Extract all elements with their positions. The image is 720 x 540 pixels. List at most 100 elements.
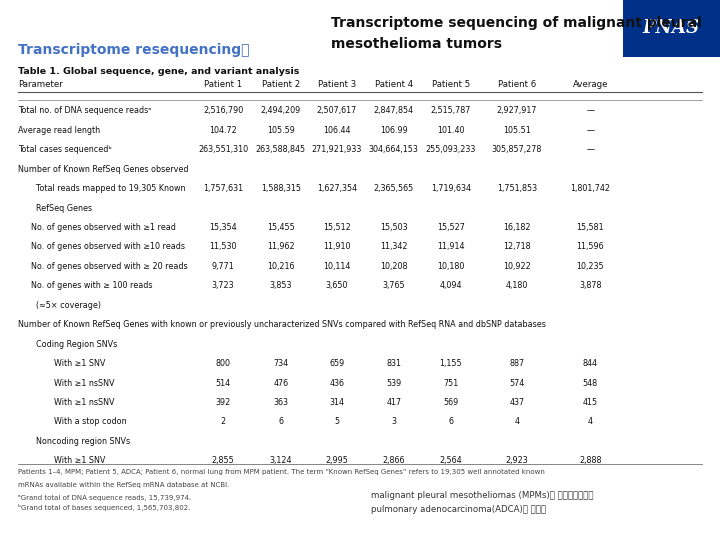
- Text: Patients 1–4, MPM; Patient 5, ADCA; Patient 6, normal lung from MPM patient. The: Patients 1–4, MPM; Patient 5, ADCA; Pati…: [18, 469, 545, 475]
- Text: Patient 2: Patient 2: [261, 80, 300, 89]
- Text: 2: 2: [220, 417, 226, 427]
- Text: Total cases sequencedᵇ: Total cases sequencedᵇ: [18, 145, 112, 154]
- Text: mRNAs available within the RefSeq mRNA database at NCBI.: mRNAs available within the RefSeq mRNA d…: [18, 482, 230, 488]
- Text: Table 1. Global sequence, gene, and variant analysis: Table 1. Global sequence, gene, and vari…: [18, 66, 300, 76]
- Text: 16,182: 16,182: [503, 223, 531, 232]
- Text: Total no. of DNA sequence readsᵃ: Total no. of DNA sequence readsᵃ: [18, 106, 151, 116]
- Text: 392: 392: [215, 398, 231, 407]
- Text: 476: 476: [273, 379, 289, 388]
- Text: 15,581: 15,581: [577, 223, 604, 232]
- Text: Coding Region SNVs: Coding Region SNVs: [31, 340, 117, 349]
- Text: No. of genes observed with ≥10 reads: No. of genes observed with ≥10 reads: [31, 242, 185, 252]
- Text: 415: 415: [582, 398, 598, 407]
- Text: Average read length: Average read length: [18, 126, 100, 135]
- Text: 3,124: 3,124: [269, 456, 292, 465]
- Text: No. of genes observed with ≥1 read: No. of genes observed with ≥1 read: [31, 223, 176, 232]
- Text: 5: 5: [334, 417, 340, 427]
- Text: 436: 436: [330, 379, 344, 388]
- Text: 11,530: 11,530: [210, 242, 237, 252]
- Text: 3,650: 3,650: [325, 281, 348, 291]
- Text: 15,527: 15,527: [437, 223, 464, 232]
- Text: With ≥1 nsSNV: With ≥1 nsSNV: [44, 379, 114, 388]
- Text: 106.44: 106.44: [323, 126, 351, 135]
- Text: ᵇGrand total of bases sequenced, 1,565,703,802.: ᵇGrand total of bases sequenced, 1,565,7…: [18, 504, 190, 511]
- Text: 104.72: 104.72: [210, 126, 237, 135]
- Text: 514: 514: [215, 379, 231, 388]
- Text: PNAS: PNAS: [643, 19, 700, 37]
- Text: 105.51: 105.51: [503, 126, 531, 135]
- Text: No. of genes observed with ≥ 20 reads: No. of genes observed with ≥ 20 reads: [31, 262, 188, 271]
- Text: 831: 831: [387, 359, 401, 368]
- Text: 314: 314: [330, 398, 344, 407]
- Text: 6: 6: [279, 417, 283, 427]
- Text: Parameter: Parameter: [18, 80, 63, 89]
- Text: 11,596: 11,596: [577, 242, 604, 252]
- Text: 2,927,917: 2,927,917: [497, 106, 537, 116]
- Text: 3: 3: [392, 417, 396, 427]
- Text: Patient 3: Patient 3: [318, 80, 356, 89]
- Text: malignant pleural mesotheliomas (MPMs)： 恶性胸膜间皮瘀: malignant pleural mesotheliomas (MPMs)： …: [371, 491, 593, 501]
- Text: 11,914: 11,914: [437, 242, 464, 252]
- Text: 2,847,854: 2,847,854: [374, 106, 414, 116]
- Text: 417: 417: [386, 398, 402, 407]
- Text: 12,718: 12,718: [503, 242, 531, 252]
- Text: With a stop codon: With a stop codon: [44, 417, 127, 427]
- Text: 2,494,209: 2,494,209: [261, 106, 301, 116]
- Text: 751: 751: [443, 379, 459, 388]
- Text: 2,855: 2,855: [212, 456, 235, 465]
- Text: 10,114: 10,114: [323, 262, 351, 271]
- Text: Noncoding region SNVs: Noncoding region SNVs: [31, 437, 130, 446]
- Text: 101.40: 101.40: [437, 126, 464, 135]
- Text: No. of genes with ≥ 100 reads: No. of genes with ≥ 100 reads: [31, 281, 153, 291]
- Text: RefSeq Genes: RefSeq Genes: [31, 204, 92, 213]
- Text: 363: 363: [274, 398, 288, 407]
- Text: 4: 4: [515, 417, 519, 427]
- Text: 1,751,853: 1,751,853: [497, 184, 537, 193]
- Text: 255,093,233: 255,093,233: [426, 145, 476, 154]
- Text: 2,888: 2,888: [579, 456, 602, 465]
- Text: 2,507,617: 2,507,617: [317, 106, 357, 116]
- Text: 1,757,631: 1,757,631: [203, 184, 243, 193]
- Text: 10,180: 10,180: [437, 262, 464, 271]
- Text: 3,723: 3,723: [212, 281, 235, 291]
- Text: 3,853: 3,853: [269, 281, 292, 291]
- Text: 2,365,565: 2,365,565: [374, 184, 414, 193]
- Text: 734: 734: [273, 359, 289, 368]
- Text: 2,866: 2,866: [382, 456, 405, 465]
- Text: 15,354: 15,354: [210, 223, 237, 232]
- Text: 2,564: 2,564: [439, 456, 462, 465]
- Text: 271,921,933: 271,921,933: [312, 145, 362, 154]
- Text: 4,180: 4,180: [505, 281, 528, 291]
- Text: Transcriptome sequencing of malignant pleural: Transcriptome sequencing of malignant pl…: [331, 16, 702, 30]
- Text: 10,208: 10,208: [380, 262, 408, 271]
- Text: 6: 6: [449, 417, 453, 427]
- Text: 9,771: 9,771: [212, 262, 235, 271]
- Text: With ≥1 SNV: With ≥1 SNV: [44, 359, 105, 368]
- Text: pulmonary adenocarcinoma(ADCA)： 肺腺癌: pulmonary adenocarcinoma(ADCA)： 肺腺癌: [371, 505, 546, 514]
- Text: 10,216: 10,216: [267, 262, 294, 271]
- Text: 15,503: 15,503: [380, 223, 408, 232]
- FancyBboxPatch shape: [623, 0, 720, 57]
- Text: Average: Average: [572, 80, 608, 89]
- Text: 10,235: 10,235: [577, 262, 604, 271]
- Text: 1,155: 1,155: [439, 359, 462, 368]
- Text: 4,094: 4,094: [439, 281, 462, 291]
- Text: 3,765: 3,765: [382, 281, 405, 291]
- Text: Total reads mapped to 19,305 Known: Total reads mapped to 19,305 Known: [31, 184, 186, 193]
- Text: 304,664,153: 304,664,153: [369, 145, 419, 154]
- Text: 887: 887: [509, 359, 525, 368]
- Text: With ≥1 nsSNV: With ≥1 nsSNV: [44, 398, 114, 407]
- Text: 539: 539: [386, 379, 402, 388]
- Text: 1,719,634: 1,719,634: [431, 184, 471, 193]
- Text: Patient 1: Patient 1: [204, 80, 243, 89]
- Text: 3,878: 3,878: [579, 281, 602, 291]
- Text: 11,342: 11,342: [380, 242, 408, 252]
- Text: Number of Known RefSeq Genes observed: Number of Known RefSeq Genes observed: [18, 165, 189, 174]
- Text: 10,922: 10,922: [503, 262, 531, 271]
- Text: 15,512: 15,512: [323, 223, 351, 232]
- Text: 548: 548: [582, 379, 598, 388]
- Text: 105.59: 105.59: [267, 126, 294, 135]
- Text: With ≥1 SNV: With ≥1 SNV: [44, 456, 105, 465]
- Text: Transcriptome resequencing：: Transcriptome resequencing：: [18, 43, 250, 57]
- Text: 2,923: 2,923: [505, 456, 528, 465]
